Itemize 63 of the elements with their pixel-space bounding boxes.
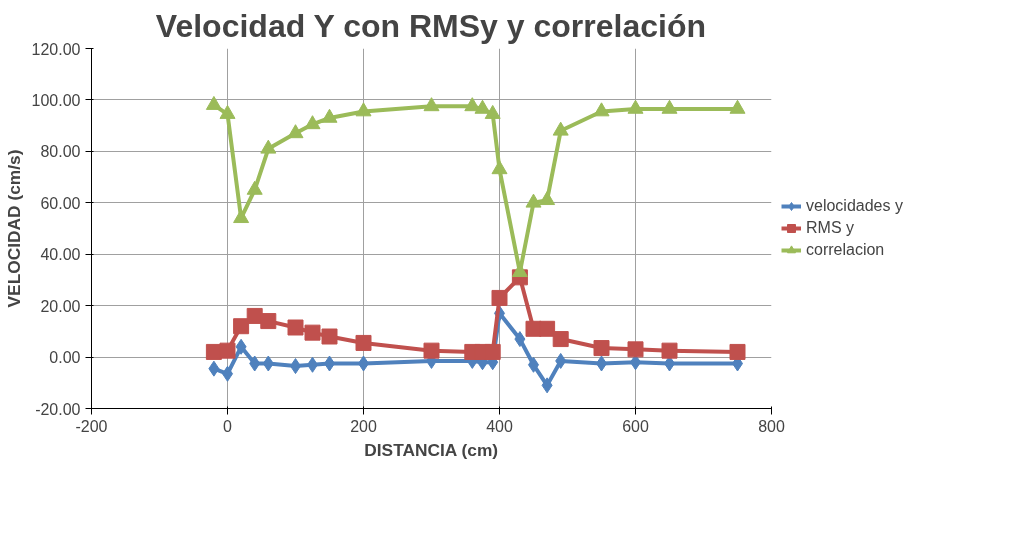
point <box>729 343 746 360</box>
point <box>260 313 277 330</box>
chart-title: Velocidad Y con RMSy y correlación <box>155 7 706 44</box>
point <box>205 95 222 110</box>
point <box>233 318 250 335</box>
point <box>355 334 372 351</box>
y-tick-label: 60.00 <box>40 194 81 212</box>
y-axis-title: VELOCIDAD (cm/s) <box>3 149 24 308</box>
point <box>539 320 556 337</box>
point <box>355 102 372 117</box>
y-tick-label: 40.00 <box>40 246 81 264</box>
legend-label: correlacion <box>806 241 885 259</box>
point <box>661 342 678 359</box>
y-tick-label: 80.00 <box>40 143 81 161</box>
point <box>219 104 236 119</box>
point <box>525 193 542 208</box>
point <box>555 352 567 369</box>
point <box>593 102 610 117</box>
point <box>627 341 644 358</box>
x-tick-label: 400 <box>486 417 513 435</box>
y-tick-label: 0.00 <box>49 349 81 367</box>
y-tick-label: 20.00 <box>40 297 81 315</box>
point <box>593 340 610 357</box>
x-tick-label: 600 <box>622 417 649 435</box>
point <box>552 331 569 348</box>
point <box>219 342 236 359</box>
point <box>321 108 338 123</box>
point <box>260 139 277 154</box>
point <box>552 121 569 136</box>
point <box>304 324 321 341</box>
point <box>484 104 501 119</box>
point <box>661 99 678 114</box>
point <box>491 160 508 175</box>
point <box>249 355 261 372</box>
x-tick-label: 800 <box>758 417 785 435</box>
point <box>304 115 321 130</box>
point <box>491 289 508 306</box>
point <box>484 343 501 360</box>
point <box>514 331 526 348</box>
x-tick-label: -200 <box>75 417 108 435</box>
point <box>541 377 553 394</box>
x-tick-label: 200 <box>350 417 377 435</box>
point <box>208 360 220 377</box>
point <box>233 209 250 224</box>
point <box>246 180 263 195</box>
point <box>423 97 440 112</box>
point <box>287 124 304 139</box>
y-tick-label: -20.00 <box>35 400 81 418</box>
point <box>539 191 556 206</box>
y-tick-label: 120.00 <box>31 40 81 58</box>
point <box>627 99 644 114</box>
point <box>235 338 247 355</box>
point <box>729 99 746 114</box>
point <box>287 319 304 336</box>
point <box>474 99 491 114</box>
point <box>262 355 274 372</box>
x-axis-title: DISTANCIA (cm) <box>364 439 499 460</box>
x-tick-label: 0 <box>223 417 233 435</box>
point <box>423 342 440 359</box>
y-tick-label: 100.00 <box>31 91 81 109</box>
point <box>321 328 338 345</box>
legend-label: RMS y <box>806 219 854 237</box>
legend-label: velocidades y <box>806 197 903 215</box>
